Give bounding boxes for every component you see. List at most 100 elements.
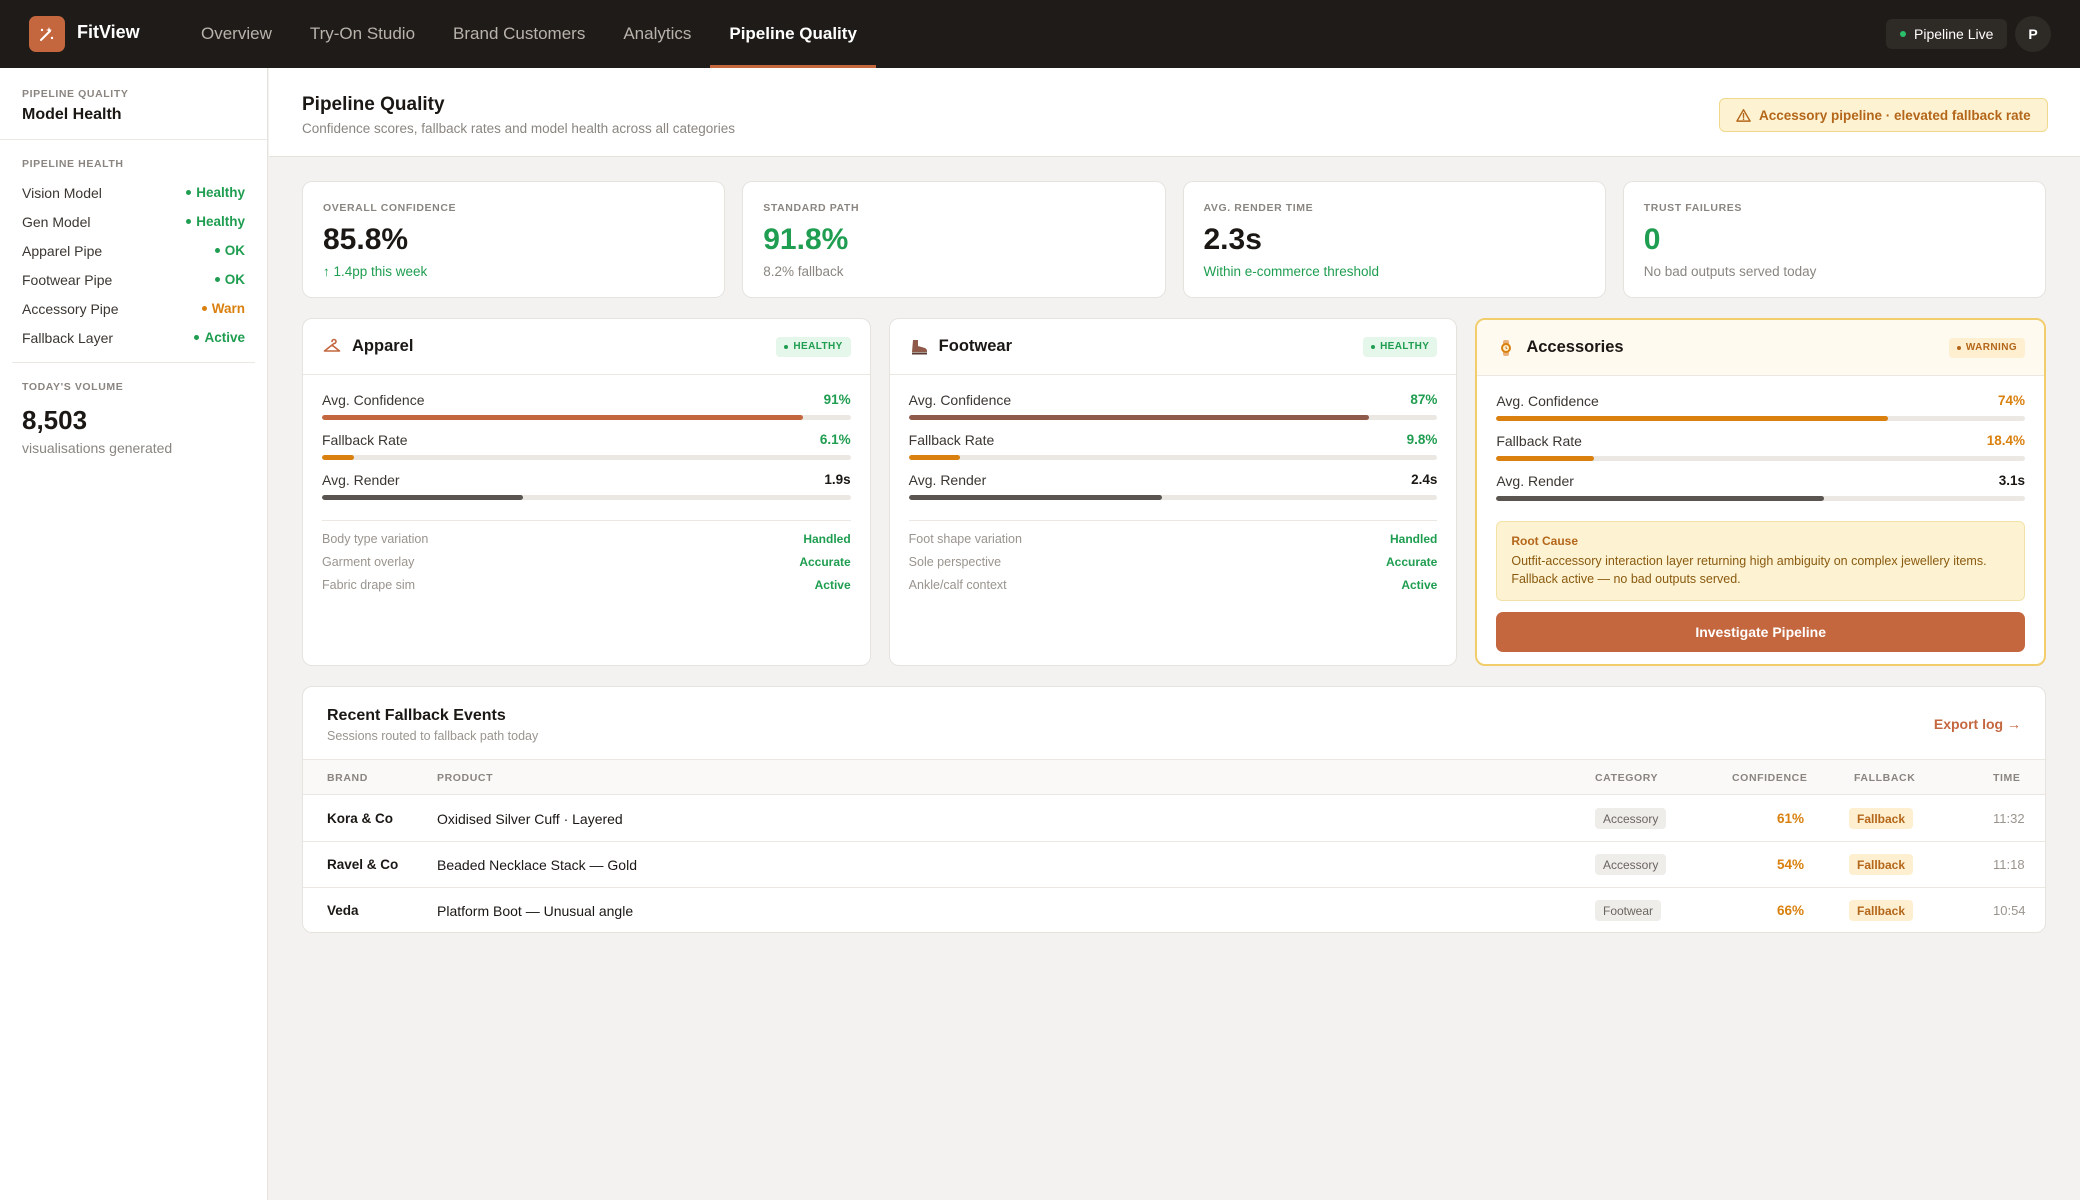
column-header-time[interactable]: TIME (1993, 772, 2021, 784)
health-row-apparel-pipe[interactable]: Apparel Pipe OK (22, 236, 245, 265)
kpi-value: 91.8% (763, 223, 849, 256)
alert-text: Accessory pipeline · elevated fallback r… (1759, 107, 2031, 123)
fallback-tag: Fallback (1849, 900, 1914, 921)
status-dot-icon (784, 344, 789, 349)
wand-icon (40, 27, 54, 41)
progress-bar (908, 495, 1438, 500)
table-header: BRAND PRODUCT CATEGORY CONFIDENCE FALLBA… (303, 759, 2045, 795)
sidebar: PIPELINE QUALITY Model Health PIPELINE H… (0, 68, 268, 1200)
check-label: Sole perspective (908, 554, 1002, 569)
health-status: Warn (201, 301, 245, 316)
investigate-pipeline-button[interactable]: Investigate Pipeline (1496, 612, 2026, 652)
category-body: Avg. Confidence 91% Fallback Rate 6.1% Avg… (303, 375, 870, 596)
metric-value: 2.4s (1411, 472, 1438, 487)
health-status-text: Warn (211, 301, 245, 316)
category-tag: Accessory (1595, 854, 1667, 875)
health-status: Healthy (186, 185, 245, 200)
kpi-row: OVERALL CONFIDENCE 85.8% ↑ 1.4pp this we… (302, 181, 2046, 298)
status-dot-icon (186, 190, 192, 195)
category-card-accessories: Accessories WARNING Avg. Confidence 74% F… (1475, 318, 2047, 666)
category-tag: Footwear (1595, 900, 1662, 921)
table-row[interactable]: Ravel & Co Beaded Necklace Stack — Gold … (303, 842, 2045, 888)
health-row-gen-model[interactable]: Gen Model Healthy (22, 207, 245, 236)
nav-pipeline-quality[interactable]: Pipeline Quality (710, 0, 876, 68)
cell-confidence: 66% (1777, 903, 1805, 918)
page-title: Pipeline Quality (302, 94, 445, 115)
cell-time: 11:18 (1993, 857, 2025, 872)
progress-fill (1496, 496, 1825, 501)
pipeline-status-pill[interactable]: Pipeline Live (1886, 19, 2008, 49)
badge-text: HEALTHY (793, 341, 843, 352)
check-value: Active (814, 577, 851, 592)
category-tag: Accessory (1595, 808, 1667, 829)
health-row-accessory-pipe[interactable]: Accessory Pipe Warn (22, 294, 245, 323)
category-body: Avg. Confidence 87% Fallback Rate 9.8% Avg… (890, 375, 1457, 596)
health-status: Active (194, 330, 245, 345)
fallback-events-panel: Recent Fallback Events Sessions routed t… (302, 686, 2046, 933)
metric-value: 91% (823, 392, 851, 407)
metric-value: 6.1% (819, 432, 851, 447)
alert-banner[interactable]: Accessory pipeline · elevated fallback r… (1719, 98, 2048, 132)
health-status-text: Active (204, 330, 245, 345)
avatar[interactable]: P (2015, 16, 2051, 52)
column-header-confidence[interactable]: CONFIDENCE (1732, 772, 1808, 784)
pipeline-health-label: PIPELINE HEALTH (22, 158, 124, 170)
progress-fill (322, 455, 355, 460)
kpi-card-avg-render-time: AVG. RENDER TIME 2.3s Within e-commerce … (1182, 181, 1606, 298)
kpi-card-overall-confidence: OVERALL CONFIDENCE 85.8% ↑ 1.4pp this we… (302, 181, 726, 298)
sidebar-title: Model Health (22, 106, 122, 123)
metric-row: Avg. Render 2.4s (908, 472, 1438, 512)
metric-value: 74% (1997, 393, 2026, 408)
kpi-value: 85.8% (323, 223, 409, 256)
health-row-vision-model[interactable]: Vision Model Healthy (22, 178, 245, 207)
sidebar-eyebrow: PIPELINE QUALITY (22, 88, 129, 100)
nav-brand-customers[interactable]: Brand Customers (453, 24, 586, 43)
fallback-tag: Fallback (1849, 854, 1914, 875)
column-header-fallback[interactable]: FALLBACK (1854, 772, 1916, 784)
logo[interactable] (29, 16, 65, 52)
progress-bar (322, 415, 851, 420)
nav-analytics[interactable]: Analytics (623, 24, 692, 43)
hanger-icon (322, 337, 342, 357)
metric-value: 87% (1410, 392, 1438, 407)
metric-row: Fallback Rate 9.8% (908, 432, 1438, 472)
main-nav: Overview Try-On Studio Brand Customers A… (182, 0, 876, 68)
nav-try-on-studio[interactable]: Try-On Studio (309, 24, 416, 43)
nav-overview[interactable]: Overview (201, 24, 272, 43)
status-badge: HEALTHY (776, 336, 851, 357)
health-row-fallback-layer[interactable]: Fallback Layer Active (22, 323, 245, 352)
status-dot-icon (214, 248, 220, 253)
status-dot-icon (1900, 31, 1906, 37)
category-name: Accessories (1526, 338, 1624, 356)
kpi-label: AVG. RENDER TIME (1203, 202, 1314, 214)
sidebar-header: PIPELINE QUALITY Model Health (0, 68, 267, 140)
volume-label: TODAY'S VOLUME (22, 381, 124, 393)
watch-icon (1496, 338, 1516, 358)
export-log-link[interactable]: Export log → (1933, 716, 2021, 732)
progress-fill (1496, 416, 1888, 421)
metric-label: Fallback Rate (908, 432, 995, 448)
column-header-product[interactable]: PRODUCT (437, 772, 494, 784)
check-item: Ankle/calf context Active (909, 573, 1438, 596)
progress-bar (908, 415, 1438, 420)
health-status: OK (214, 243, 245, 258)
status-dot-icon (1371, 344, 1376, 349)
table-row[interactable]: Kora & Co Oxidised Silver Cuff · Layered… (303, 796, 2045, 842)
badge-text: WARNING (1965, 342, 2018, 353)
check-value: Handled (803, 531, 851, 546)
metric-value: 9.8% (1406, 432, 1438, 447)
column-header-category[interactable]: CATEGORY (1595, 772, 1659, 784)
column-header-brand[interactable]: BRAND (327, 772, 368, 784)
metric-label: Fallback Rate (322, 432, 408, 448)
cell-product: Beaded Necklace Stack — Gold (437, 857, 637, 873)
root-cause-title: Root Cause (1511, 534, 1579, 548)
metric-row: Fallback Rate 6.1% (322, 432, 851, 472)
check-value: Handled (1390, 531, 1438, 546)
health-row-footwear-pipe[interactable]: Footwear Pipe OK (22, 265, 245, 294)
check-item: Foot shape variation Handled (909, 527, 1438, 550)
category-body: Avg. Confidence 74% Fallback Rate 18.4% Av… (1477, 376, 2044, 652)
table-row[interactable]: Veda Platform Boot — Unusual angle Footw… (303, 888, 2045, 932)
check-value: Accurate (799, 554, 851, 569)
health-name: Gen Model (22, 213, 91, 230)
cell-confidence: 61% (1777, 811, 1805, 826)
